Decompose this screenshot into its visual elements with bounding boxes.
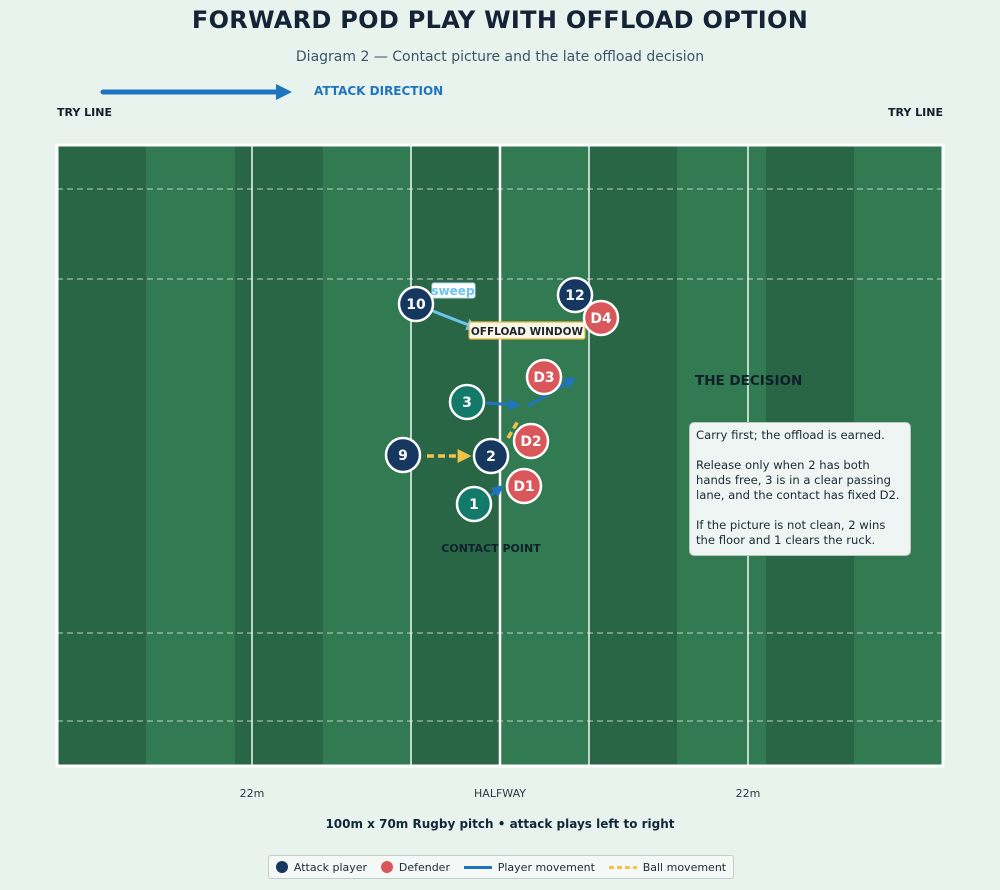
legend-ball-movement: Ball movement [608, 860, 727, 874]
player-circle [397, 285, 435, 323]
left-22-label: 22m [239, 787, 265, 800]
player-circle [384, 436, 422, 474]
player-marker-d1: D1 [505, 467, 543, 505]
player-marker-d2: D2 [512, 422, 550, 460]
player-label: D3 [533, 370, 554, 386]
try-line-left-label: TRY LINE [57, 106, 112, 119]
decision-note-line: Release only when 2 has both hands free,… [696, 458, 900, 502]
player-circle [455, 485, 493, 523]
player-marker-12: 12 [556, 276, 594, 314]
decision-note-line: Carry first; the offload is earned. [696, 428, 885, 442]
player-circle [505, 467, 543, 505]
player-label: 3 [462, 395, 472, 411]
attack-direction-arrowhead [276, 84, 292, 100]
right-22-label: 22m [735, 787, 761, 800]
player-marker-9: 9 [384, 436, 422, 474]
player-circle [556, 276, 594, 314]
attack-dot-icon [275, 861, 288, 873]
pitch-border [55, 143, 945, 768]
diagram-title: FORWARD POD PLAY WITH OFFLOAD OPTION [191, 6, 809, 34]
player-marker-10: 10 [397, 285, 435, 323]
legend-defender: Defender [380, 860, 450, 874]
offload-window-box [468, 321, 586, 340]
offload-window-label: OFFLOAD WINDOW [471, 326, 584, 338]
legend-player-movement-label: Player movement [497, 860, 595, 874]
player-label: D4 [590, 311, 612, 327]
sweep-label-box [431, 282, 476, 299]
player-marker-2: 2 [472, 437, 510, 475]
defender-dot-icon [380, 861, 393, 873]
player-circle [582, 299, 620, 337]
decision-title: THE DECISION [695, 373, 802, 389]
contact-point-label: CONTACT POINT [441, 542, 541, 555]
players-layer: 10 12 D4 D3 3 D2 9 2 D1 1 [384, 276, 620, 523]
player-label: 2 [486, 449, 496, 465]
solid-line-icon [463, 865, 492, 869]
player-marker-1: 1 [455, 485, 493, 523]
decision-note-line: If the picture is not clean, 2 wins the … [696, 518, 886, 547]
player-circle [472, 437, 510, 475]
player-label: 10 [406, 297, 426, 313]
player-circle [525, 358, 563, 396]
attack-direction-label: ATTACK DIRECTION [314, 84, 444, 98]
legend: Attack player Defender Player movement B… [268, 855, 734, 879]
pitch-stripe [500, 145, 589, 766]
player-label: 12 [565, 288, 584, 304]
player-label: 1 [469, 497, 479, 513]
player-marker-3: 3 [448, 383, 486, 421]
offload-ball-arrow [506, 420, 520, 439]
player-circle [512, 422, 550, 460]
legend-ball-movement-label: Ball movement [642, 860, 727, 874]
legend-attack: Attack player [275, 860, 368, 874]
legend-defender-label: Defender [398, 860, 450, 874]
decision-note: Carry first; the offload is earned. Rele… [689, 422, 911, 556]
try-line-right-label: TRY LINE [888, 106, 943, 119]
pitch-stripe [146, 145, 235, 766]
diagram-subtitle: Diagram 2 — Contact picture and the late… [295, 49, 705, 65]
pitch-caption: 100m x 70m Rugby pitch • attack plays le… [325, 817, 675, 831]
legend-player-movement: Player movement [463, 860, 595, 874]
player-label: D1 [513, 479, 534, 495]
legend-attack-label: Attack player [293, 860, 368, 874]
player-label: D2 [520, 434, 541, 450]
player-marker-d3: D3 [525, 358, 563, 396]
halfway-label: HALFWAY [474, 787, 526, 800]
player-marker-d4: D4 [582, 299, 620, 337]
sweep-label: sweep [431, 284, 475, 298]
dashed-line-icon [608, 865, 637, 869]
player-movement-arrow [489, 485, 504, 498]
player-circle [448, 383, 486, 421]
player-label: 9 [398, 448, 408, 464]
player-movement-arrow [485, 398, 521, 411]
